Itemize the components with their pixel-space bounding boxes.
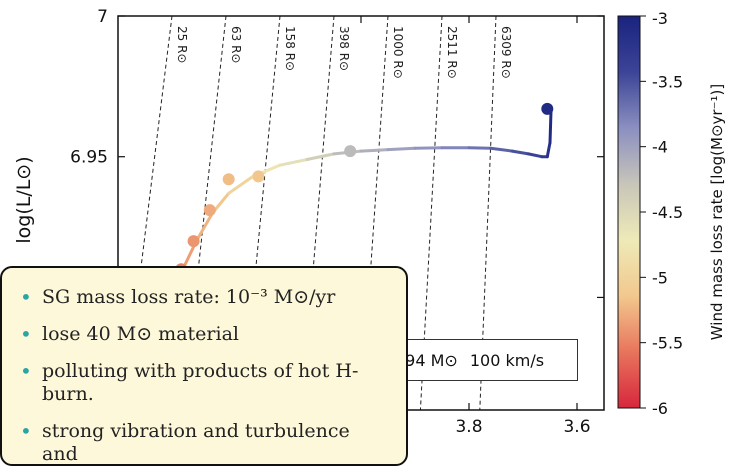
- y-axis-label: log(L/L⊙): [13, 156, 35, 243]
- colorbar-tick-label: -4.5: [652, 203, 683, 222]
- track-segment: [227, 174, 255, 195]
- callout-box: SG mass loss rate: 10⁻³ M⊙/yr lose 40 M⊙…: [0, 266, 408, 466]
- callout-list: SG mass loss rate: 10⁻³ M⊙/yr lose 40 M⊙…: [20, 286, 406, 466]
- radius-label: 158 R⊙: [283, 26, 297, 71]
- colorbar-tick-label: -4: [652, 138, 668, 157]
- track-point: [344, 145, 357, 158]
- track-segment: [545, 141, 552, 159]
- track-segment: [194, 211, 214, 243]
- track-point: [222, 173, 235, 186]
- callout-item: lose 40 M⊙ material: [20, 323, 372, 346]
- callout-item: polluting with products of hot H-burn.: [20, 360, 372, 406]
- track-point: [541, 102, 554, 115]
- track-segment: [386, 146, 417, 152]
- colorbar-label: Wind mass loss rate [log(M⊙yr⁻¹)]: [708, 84, 726, 340]
- callout-item: SG mass loss rate: 10⁻³ M⊙/yr: [20, 286, 372, 309]
- track-point: [252, 170, 265, 183]
- legend-velocity: 100 km/s: [469, 350, 545, 370]
- radius-label: 63 R⊙: [229, 26, 243, 63]
- colorbar-tick-label: -3.5: [652, 72, 683, 91]
- track-point: [187, 235, 200, 248]
- track-segment: [413, 146, 444, 150]
- callout-item: strong vibration and turbulence and: [20, 420, 372, 466]
- radius-label: 6309 R⊙: [499, 26, 513, 79]
- track-point: [203, 204, 216, 217]
- colorbar-tick-label: -6: [652, 399, 668, 418]
- track-segment: [305, 152, 336, 162]
- colorbar-tick-label: -5: [652, 268, 668, 287]
- radius-label: 25 R⊙: [175, 26, 189, 63]
- radius-lines: 25 R⊙ 63 R⊙ 158 R⊙ 398 R⊙ 1000 R⊙ 2511 R⊙ 6309…: [122, 16, 513, 410]
- legend-box: 294 M⊙ 100 km/s: [380, 339, 578, 381]
- track-segment: [359, 148, 390, 153]
- track-segment: [278, 158, 309, 167]
- colorbar-tick-label: -3: [652, 9, 668, 28]
- radius-label: 398 R⊙: [337, 26, 351, 71]
- colorbar: [617, 15, 641, 409]
- track-segment: [489, 146, 514, 153]
- track-segment: [510, 149, 530, 156]
- track-segment: [467, 146, 493, 150]
- radius-line: [479, 16, 497, 410]
- track-segment: [526, 152, 544, 159]
- colorbar-tick-label: -5.5: [652, 334, 683, 353]
- x-tick-label: 3.6: [563, 417, 590, 437]
- track-segment: [548, 107, 553, 145]
- y-tick-label: 6.95: [70, 148, 108, 168]
- legend-mass: 294 M⊙: [395, 350, 458, 370]
- radius-line: [419, 16, 443, 410]
- y-tick-label: 7: [97, 7, 108, 27]
- x-tick-label: 3.8: [455, 417, 482, 437]
- radius-label: 2511 R⊙: [445, 26, 459, 79]
- radius-label: 1000 R⊙: [391, 26, 405, 79]
- colorbar-ticks: -3 -3.5 -4 -4.5 -5 -5.5 -6: [640, 9, 683, 418]
